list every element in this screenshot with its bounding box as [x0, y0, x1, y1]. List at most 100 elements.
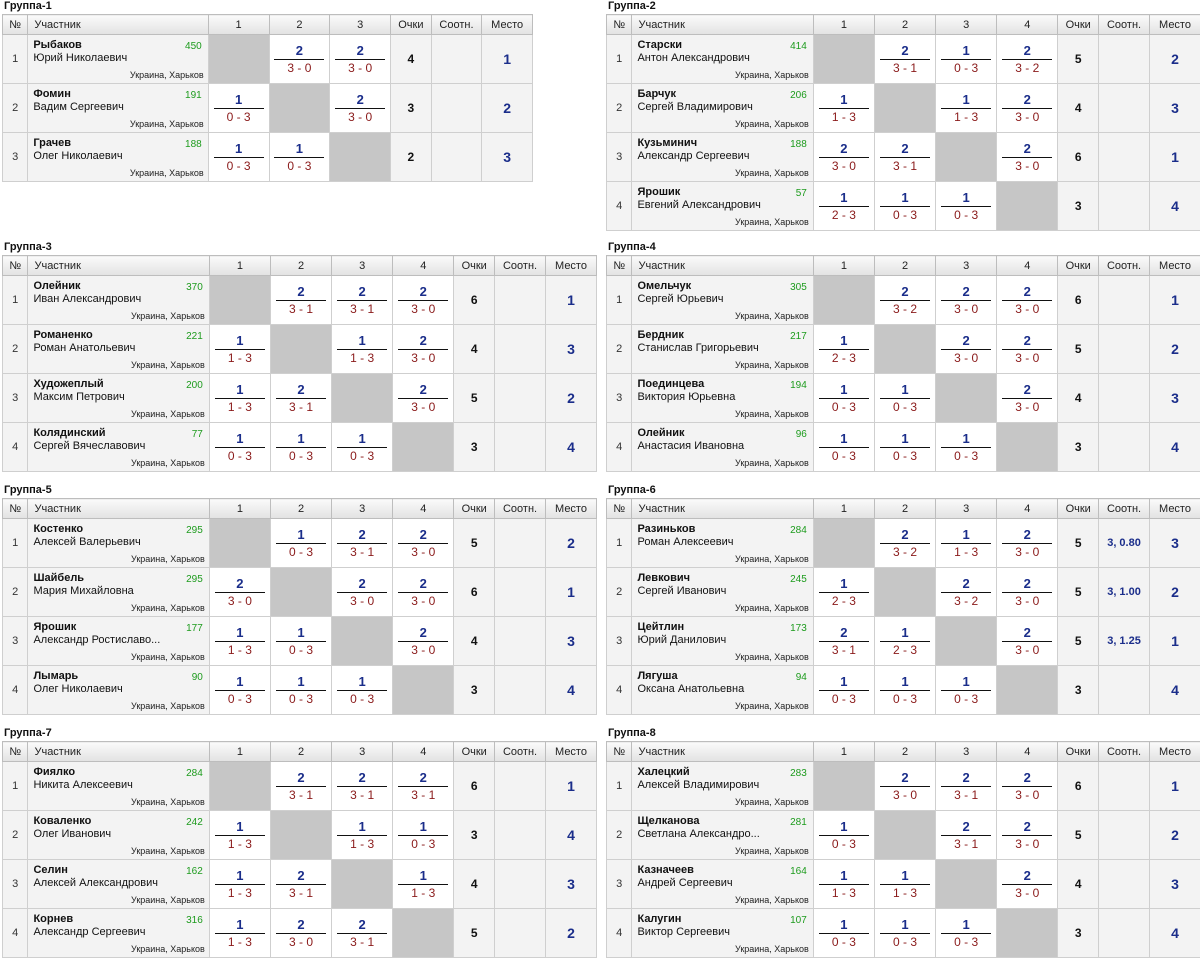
header-opponent-3[interactable]: 3 [935, 741, 998, 762]
participant-last-name[interactable]: Олейник [637, 427, 685, 439]
header-opponent-2[interactable]: 2 [873, 255, 937, 276]
header-points[interactable]: Очки [1057, 255, 1100, 276]
header-participant[interactable]: Участник [27, 498, 210, 519]
header-opponent-2[interactable]: 2 [268, 14, 331, 35]
participant-last-name[interactable]: Бердник [637, 329, 684, 341]
header-opponent-4[interactable]: 4 [996, 255, 1059, 276]
header-opponent-1[interactable]: 1 [812, 498, 875, 519]
participant-last-name[interactable]: Калугин [637, 913, 682, 925]
header-ratio[interactable]: Соотн. [1098, 741, 1150, 762]
header-place[interactable]: Место [1149, 498, 1200, 519]
header-opponent-4[interactable]: 4 [392, 255, 455, 276]
header-opponent-3[interactable]: 3 [329, 14, 392, 35]
header-points[interactable]: Очки [453, 498, 496, 519]
header-opponent-3[interactable]: 3 [935, 14, 998, 35]
header-no[interactable]: № [605, 255, 633, 276]
participant-cell[interactable]: Костенко Алексей Валерьевич 295 Украина, Ха… [27, 518, 210, 568]
header-no[interactable]: № [605, 741, 633, 762]
participant-last-name[interactable]: Поединцева [637, 378, 705, 390]
header-points[interactable]: Очки [1057, 498, 1100, 519]
header-ratio[interactable]: Соотн. [1098, 255, 1150, 276]
participant-last-name[interactable]: Халецкий [637, 766, 690, 778]
header-participant[interactable]: Участник [631, 14, 814, 35]
participant-last-name[interactable]: Щелканова [637, 815, 700, 827]
participant-last-name[interactable]: Фомин [33, 88, 71, 100]
header-opponent-4[interactable]: 4 [392, 498, 455, 519]
participant-last-name[interactable]: Романенко [33, 329, 93, 341]
header-opponent-1[interactable]: 1 [207, 14, 270, 35]
participant-cell[interactable]: Колядинский Сергей Вячеславович 77 Украина,… [27, 422, 210, 472]
header-points[interactable]: Очки [390, 14, 432, 35]
header-opponent-2[interactable]: 2 [873, 741, 937, 762]
participant-cell[interactable]: Халецкий Алексей Владимирович 283 Украина, … [631, 761, 814, 811]
header-points[interactable]: Очки [453, 741, 496, 762]
participant-last-name[interactable]: Колядинский [33, 427, 106, 439]
participant-cell[interactable]: Художеплый Максим Петрович 200 Украина, Хар… [27, 373, 210, 423]
header-points[interactable]: Очки [1057, 741, 1100, 762]
header-opponent-3[interactable]: 3 [331, 741, 394, 762]
participant-last-name[interactable]: Кузьминич [637, 137, 698, 149]
participant-last-name[interactable]: Фиялко [33, 766, 76, 778]
header-opponent-4[interactable]: 4 [996, 14, 1059, 35]
participant-last-name[interactable]: Ярошик [637, 186, 681, 198]
participant-cell[interactable]: Коваленко Олег Иванович 242 Украина, Харько… [27, 810, 210, 860]
participant-cell[interactable]: Кузьминич Александр Сергеевич 188 Украина, … [631, 132, 814, 182]
participant-cell[interactable]: Селин Алексей Александрович 162 Украина, Ха… [27, 859, 210, 909]
header-place[interactable]: Место [545, 741, 597, 762]
header-opponent-2[interactable]: 2 [269, 498, 333, 519]
participant-cell[interactable]: Поединцева Виктория Юрьевна 194 Украина, Ха… [631, 373, 814, 423]
header-participant[interactable]: Участник [631, 255, 814, 276]
participant-last-name[interactable]: Грачев [33, 137, 71, 149]
participant-last-name[interactable]: Шайбель [33, 572, 85, 584]
participant-last-name[interactable]: Костенко [33, 523, 84, 535]
header-opponent-2[interactable]: 2 [269, 255, 333, 276]
header-ratio[interactable]: Соотн. [494, 498, 546, 519]
header-participant[interactable]: Участник [27, 741, 210, 762]
header-place[interactable]: Место [481, 14, 533, 35]
header-participant[interactable]: Участник [631, 741, 814, 762]
header-no[interactable]: № [1, 498, 29, 519]
participant-last-name[interactable]: Олейник [33, 280, 81, 292]
